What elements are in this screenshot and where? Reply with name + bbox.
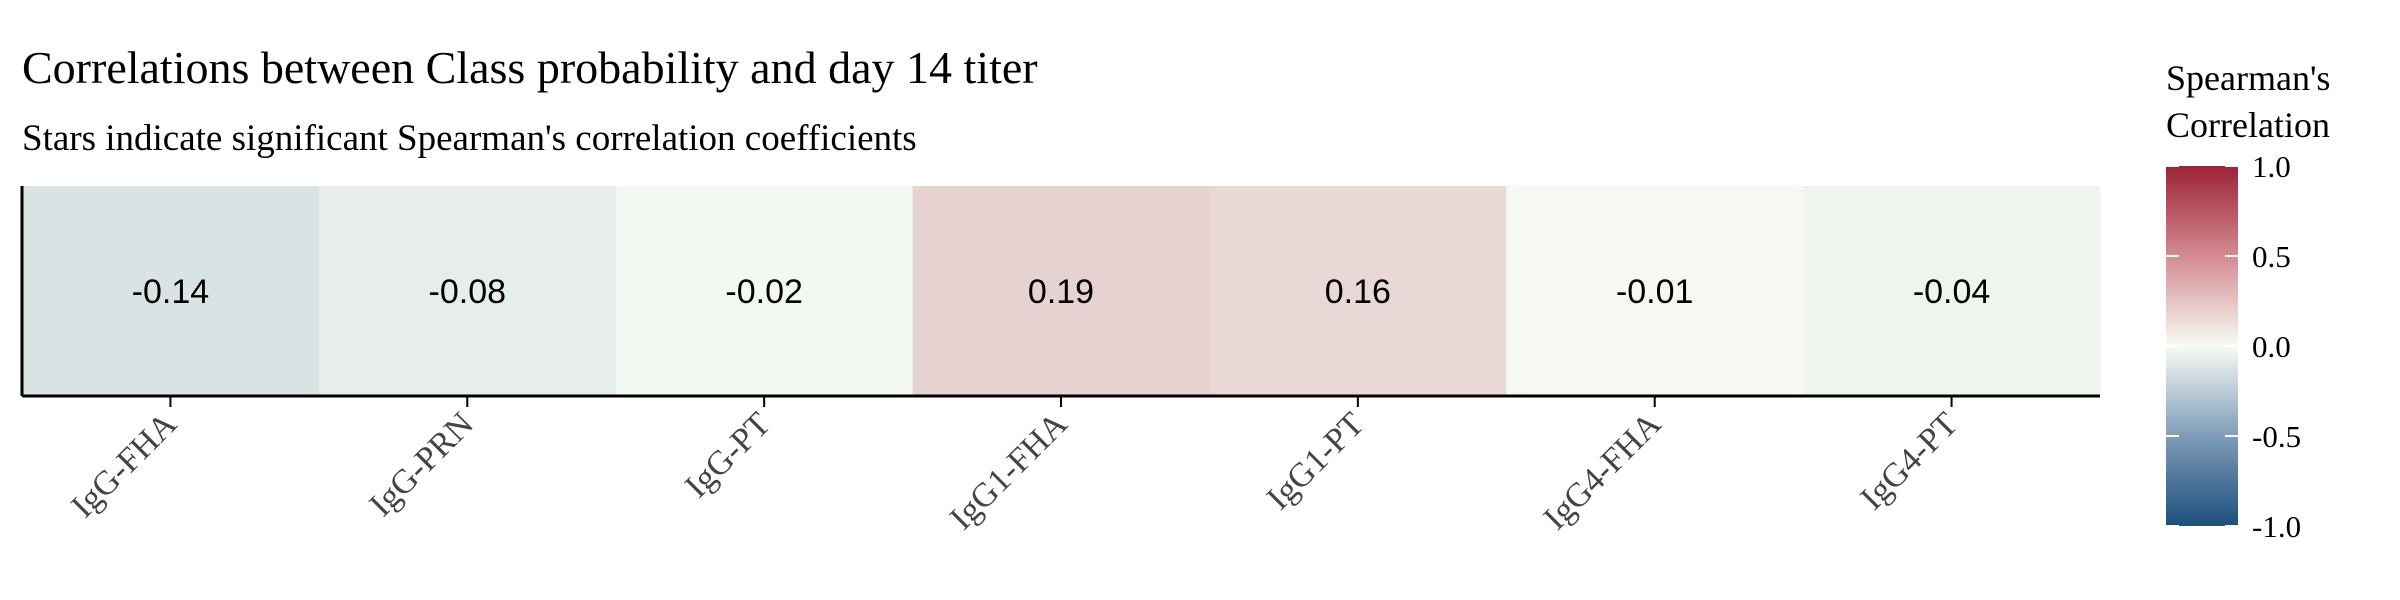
legend-tick-labels: 1.0 0.5 0.0 -0.5 -1.0 (2252, 149, 2301, 544)
x-axis-tick-labels: IgG-FHA IgG-PRN IgG-PT IgG1-FHA IgG1-PT IgG4-… (64, 405, 1965, 537)
x-axis-tick-label: IgG-FHA (64, 405, 184, 525)
heatmap-value-label: 0.16 (1325, 273, 1391, 311)
heatmap-value-label: -0.01 (1616, 273, 1694, 311)
x-axis-tick-label: IgG1-FHA (943, 405, 1075, 537)
heatmap-cells (22, 186, 2101, 396)
legend: Spearman's Correlation 1.0 0.5 0.0 -0.5 -1.0 (2166, 58, 2330, 544)
legend-title-line-2: Correlation (2166, 105, 2330, 145)
x-axis-ticks (169, 396, 1953, 407)
heatmap-cell-igg-prn (318, 186, 617, 396)
legend-tick-label: -1.0 (2252, 509, 2301, 544)
heatmap-cell-igg1-pt (1209, 186, 1507, 396)
heatmap-value-label: -0.04 (1913, 273, 1991, 311)
x-axis-tick-label: IgG4-PT (1854, 405, 1966, 517)
chart-title: Correlations between Class probability a… (22, 42, 1038, 93)
heatmap-value-label: -0.14 (132, 273, 210, 311)
legend-title-line-1: Spearman's (2166, 58, 2330, 98)
heatmap-cell-igg-fha (22, 186, 320, 396)
heatmap-value-labels: -0.14 -0.08 -0.02 0.19 0.16 -0.01 -0.04 (132, 273, 1991, 311)
legend-tick-label: -0.5 (2252, 419, 2301, 454)
heatmap-value-label: 0.19 (1028, 273, 1094, 311)
heatmap-value-label: -0.02 (725, 273, 803, 311)
legend-tick-label: 1.0 (2252, 149, 2291, 184)
heatmap-cell-igg1-fha (912, 186, 1210, 396)
x-axis-tick-label: IgG1-PT (1260, 405, 1372, 517)
heatmap-cell-igg4-pt (1803, 186, 2101, 396)
x-axis-tick-label: IgG-PRN (363, 405, 481, 523)
chart-subtitle: Stars indicate significant Spearman's co… (22, 118, 917, 159)
heatmap-value-label: -0.08 (429, 273, 507, 311)
heatmap-cell-igg-pt (615, 186, 914, 396)
legend-tick-label: 0.5 (2252, 239, 2291, 274)
heatmap-cell-igg4-fha (1506, 186, 1804, 396)
x-axis-tick-label: IgG4-FHA (1537, 405, 1669, 537)
legend-ticks (2166, 165, 2238, 527)
x-axis-tick-label: IgG-PT (678, 405, 778, 505)
legend-tick-label: 0.0 (2252, 329, 2291, 364)
